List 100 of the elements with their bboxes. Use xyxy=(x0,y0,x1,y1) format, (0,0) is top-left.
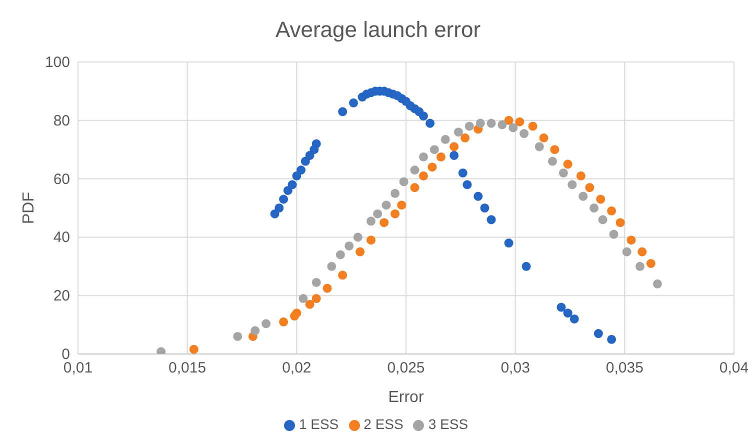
point xyxy=(349,98,358,108)
point xyxy=(305,300,314,309)
point xyxy=(397,200,406,210)
point xyxy=(486,215,496,224)
point xyxy=(522,262,531,271)
point xyxy=(563,308,572,318)
point xyxy=(312,278,321,287)
point xyxy=(558,168,568,178)
point xyxy=(450,142,459,152)
x-tick-label: 0,03 xyxy=(500,360,530,377)
point xyxy=(336,250,345,260)
point xyxy=(458,168,468,178)
y-tick-label: 20 xyxy=(53,288,70,305)
point xyxy=(366,216,376,226)
x-tick-label: 0,04 xyxy=(719,360,749,377)
point xyxy=(504,116,514,125)
point xyxy=(262,319,271,328)
point xyxy=(344,241,354,250)
point xyxy=(638,247,647,256)
point xyxy=(312,139,321,148)
point xyxy=(390,188,400,198)
point xyxy=(480,203,490,213)
x-tick-label: 0,015 xyxy=(168,360,206,377)
point xyxy=(476,118,485,128)
point xyxy=(454,128,463,137)
point xyxy=(390,209,400,218)
y-tick-label: 80 xyxy=(53,112,70,130)
point xyxy=(534,142,544,152)
point xyxy=(418,152,428,162)
point xyxy=(626,236,636,245)
point xyxy=(616,218,625,228)
x-tick-label: 0,02 xyxy=(282,360,312,377)
point xyxy=(189,344,198,354)
legend-label: 3 ESS xyxy=(428,416,468,432)
x-tick-label: 0,025 xyxy=(387,360,425,377)
point xyxy=(279,194,288,204)
point xyxy=(596,194,606,204)
point xyxy=(598,215,608,224)
point xyxy=(646,258,656,268)
point xyxy=(508,123,518,132)
point xyxy=(486,118,496,128)
point xyxy=(327,262,336,271)
point xyxy=(576,171,586,180)
point xyxy=(298,294,308,304)
point xyxy=(296,166,306,175)
point xyxy=(440,134,450,144)
point xyxy=(279,317,288,326)
point xyxy=(450,150,459,160)
legend-label: 1 ESS xyxy=(298,416,339,432)
point xyxy=(464,122,474,131)
point xyxy=(585,183,594,192)
point xyxy=(436,152,446,162)
point xyxy=(498,120,507,130)
point xyxy=(418,112,428,121)
point xyxy=(250,326,260,336)
point xyxy=(366,236,376,245)
point xyxy=(382,200,391,210)
chart-title: Average launch error xyxy=(274,16,482,44)
x-tick-label: 0,035 xyxy=(606,360,644,377)
point xyxy=(607,206,616,216)
point xyxy=(338,270,348,280)
point xyxy=(622,247,632,256)
point xyxy=(550,145,560,154)
point xyxy=(515,117,524,126)
point xyxy=(288,180,297,190)
point xyxy=(460,133,470,142)
point xyxy=(528,122,538,131)
x-axis-title: Error xyxy=(388,389,424,406)
point xyxy=(373,209,382,218)
point xyxy=(652,279,662,288)
point xyxy=(356,247,365,256)
point xyxy=(312,294,321,304)
point xyxy=(607,334,616,344)
point xyxy=(353,232,362,242)
point xyxy=(504,238,514,248)
legend-label: 2 ESS xyxy=(364,416,404,432)
point xyxy=(520,129,529,138)
point xyxy=(578,192,588,201)
point xyxy=(418,171,428,180)
point xyxy=(274,203,284,213)
point xyxy=(322,284,332,293)
point xyxy=(292,308,302,318)
point xyxy=(380,218,389,228)
point xyxy=(594,329,603,338)
point xyxy=(568,180,577,190)
y-axis-title: PDF xyxy=(20,192,38,224)
point xyxy=(233,332,242,341)
point xyxy=(338,107,348,116)
point xyxy=(399,177,408,186)
y-tick-label: 60 xyxy=(53,170,70,188)
point xyxy=(539,133,548,142)
point xyxy=(548,156,558,166)
point xyxy=(410,166,420,175)
point xyxy=(428,162,437,172)
point xyxy=(570,314,579,324)
point xyxy=(635,262,644,271)
point xyxy=(462,180,472,190)
point xyxy=(609,230,618,239)
point xyxy=(474,192,483,201)
point xyxy=(410,183,420,192)
